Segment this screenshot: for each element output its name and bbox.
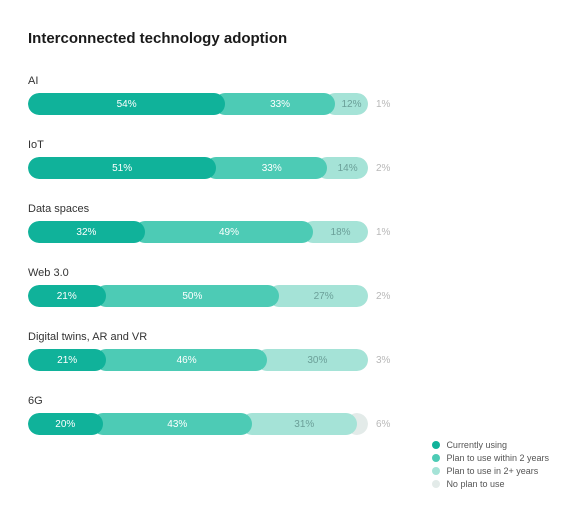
category-label: Digital twins, AR and VR bbox=[28, 331, 549, 343]
bar-segment: 33% bbox=[205, 157, 327, 179]
legend-dot-icon bbox=[432, 480, 440, 488]
bar-row: 6G 20%43%31% 6% bbox=[28, 395, 549, 435]
legend-label: No plan to use bbox=[446, 479, 504, 489]
outside-value-label: 2% bbox=[376, 163, 390, 174]
outside-value-label: 2% bbox=[376, 291, 390, 302]
bar-row: Web 3.0 21%50%27% 2% bbox=[28, 267, 549, 307]
legend-label: Currently using bbox=[446, 440, 507, 450]
bar-wrap: 21%46%30% 3% bbox=[28, 349, 549, 371]
outside-value-label: 1% bbox=[376, 227, 390, 238]
outside-value-label: 6% bbox=[376, 419, 390, 430]
bar-segment: 31% bbox=[241, 413, 357, 435]
bar-segment: 30% bbox=[256, 349, 368, 371]
chart-title: Interconnected technology adoption bbox=[28, 30, 549, 47]
stacked-bar: 32%49%18% bbox=[28, 221, 368, 243]
legend: Currently using Plan to use within 2 year… bbox=[432, 440, 549, 489]
bar-segment: 43% bbox=[92, 413, 252, 435]
bar-segment: 32% bbox=[28, 221, 145, 243]
category-label: 6G bbox=[28, 395, 549, 407]
bar-wrap: 54%33%12% 1% bbox=[28, 93, 549, 115]
bar-row: AI 54%33%12% 1% bbox=[28, 75, 549, 115]
stacked-bar: 20%43%31% bbox=[28, 413, 368, 435]
legend-dot-icon bbox=[432, 454, 440, 462]
legend-item: No plan to use bbox=[432, 479, 549, 489]
stacked-bar: 51%33%14% bbox=[28, 157, 368, 179]
stacked-bar: 54%33%12% bbox=[28, 93, 368, 115]
category-label: Web 3.0 bbox=[28, 267, 549, 279]
bar-segment: 51% bbox=[28, 157, 216, 179]
bar-row: IoT 51%33%14% 2% bbox=[28, 139, 549, 179]
bar-wrap: 21%50%27% 2% bbox=[28, 285, 549, 307]
category-label: AI bbox=[28, 75, 549, 87]
bar-segment: 21% bbox=[28, 285, 106, 307]
legend-item: Plan to use within 2 years bbox=[432, 453, 549, 463]
bars-container: AI 54%33%12% 1% IoT 51%33%14% 2% Data spaces 32… bbox=[28, 75, 549, 435]
bar-wrap: 32%49%18% 1% bbox=[28, 221, 549, 243]
bar-row: Data spaces 32%49%18% 1% bbox=[28, 203, 549, 243]
stacked-bar: 21%46%30% bbox=[28, 349, 368, 371]
category-label: Data spaces bbox=[28, 203, 549, 215]
bar-segment: 20% bbox=[28, 413, 103, 435]
bar-segment: 46% bbox=[95, 349, 267, 371]
category-label: IoT bbox=[28, 139, 549, 151]
legend-item: Currently using bbox=[432, 440, 549, 450]
legend-label: Plan to use within 2 years bbox=[446, 453, 549, 463]
outside-value-label: 1% bbox=[376, 99, 390, 110]
outside-value-label: 3% bbox=[376, 355, 390, 366]
bar-segment: 27% bbox=[268, 285, 368, 307]
legend-item: Plan to use in 2+ years bbox=[432, 466, 549, 476]
bar-row: Digital twins, AR and VR 21%46%30% 3% bbox=[28, 331, 549, 371]
bar-segment: 50% bbox=[95, 285, 280, 307]
bar-wrap: 20%43%31% 6% bbox=[28, 413, 549, 435]
bar-segment: 54% bbox=[28, 93, 225, 115]
bar-segment: 33% bbox=[214, 93, 335, 115]
stacked-bar: 21%50%27% bbox=[28, 285, 368, 307]
legend-dot-icon bbox=[432, 467, 440, 475]
legend-label: Plan to use in 2+ years bbox=[446, 466, 538, 476]
legend-dot-icon bbox=[432, 441, 440, 449]
bar-wrap: 51%33%14% 2% bbox=[28, 157, 549, 179]
bar-segment: 21% bbox=[28, 349, 106, 371]
bar-segment: 49% bbox=[134, 221, 313, 243]
